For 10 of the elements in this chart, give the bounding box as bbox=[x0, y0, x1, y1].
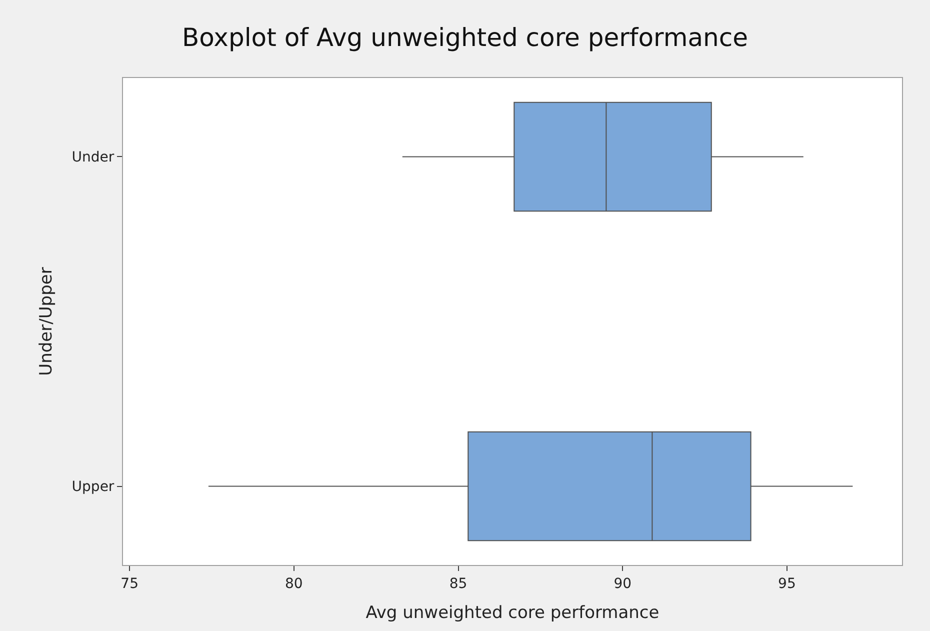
chart-title: Boxplot of Avg unweighted core performance bbox=[182, 22, 748, 52]
y-axis-title: Under/Upper bbox=[36, 267, 56, 376]
x-tick-label: 75 bbox=[120, 576, 138, 592]
x-axis-title: Avg unweighted core performance bbox=[366, 603, 660, 624]
x-tick-label: 90 bbox=[614, 576, 632, 592]
x-tick-label: 95 bbox=[778, 576, 796, 592]
x-tick-label: 85 bbox=[449, 576, 468, 592]
y-tick-label: Upper bbox=[72, 479, 114, 496]
x-tick-label: 80 bbox=[285, 576, 303, 592]
y-tick-label: Under bbox=[72, 150, 114, 166]
